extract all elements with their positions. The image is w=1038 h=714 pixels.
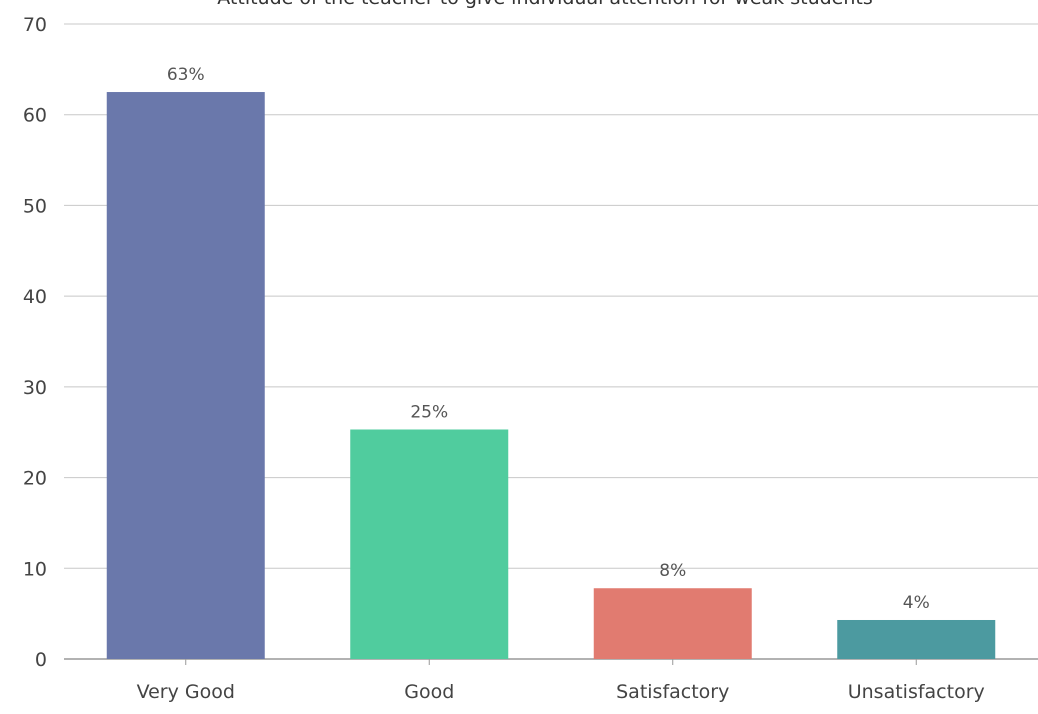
y-axis: 0 10 20 30 40 50 60 70 [23, 14, 47, 671]
y-tick-label: 60 [23, 105, 47, 127]
y-tick-label: 40 [23, 286, 47, 308]
bar [106, 92, 265, 660]
bar [837, 619, 996, 659]
y-tick-label: 20 [23, 468, 47, 490]
chart-title: Attitude of the teacher to give individu… [217, 0, 873, 9]
y-tick-label: 10 [23, 558, 47, 580]
x-tick-label: Unsatisfactory [848, 681, 985, 703]
y-tick-label: 30 [23, 377, 47, 399]
data-label: 63% [167, 65, 205, 85]
x-tick-label: Good [404, 681, 454, 703]
x-tick-label: Satisfactory [616, 681, 729, 703]
data-label: 8% [659, 561, 686, 581]
bars [106, 92, 996, 660]
y-tick-label: 50 [23, 195, 47, 217]
data-label: 4% [903, 593, 930, 613]
x-tick-label: Very Good [137, 681, 235, 703]
bar [350, 429, 509, 659]
bar [593, 588, 752, 659]
data-labels: 63% 25% 8% 4% [167, 65, 930, 613]
data-label: 25% [410, 402, 448, 422]
y-tick-label: 0 [35, 649, 47, 671]
x-axis: Very Good Good Satisfactory Unsatisfactory [137, 659, 985, 703]
y-tick-label: 70 [23, 14, 47, 36]
